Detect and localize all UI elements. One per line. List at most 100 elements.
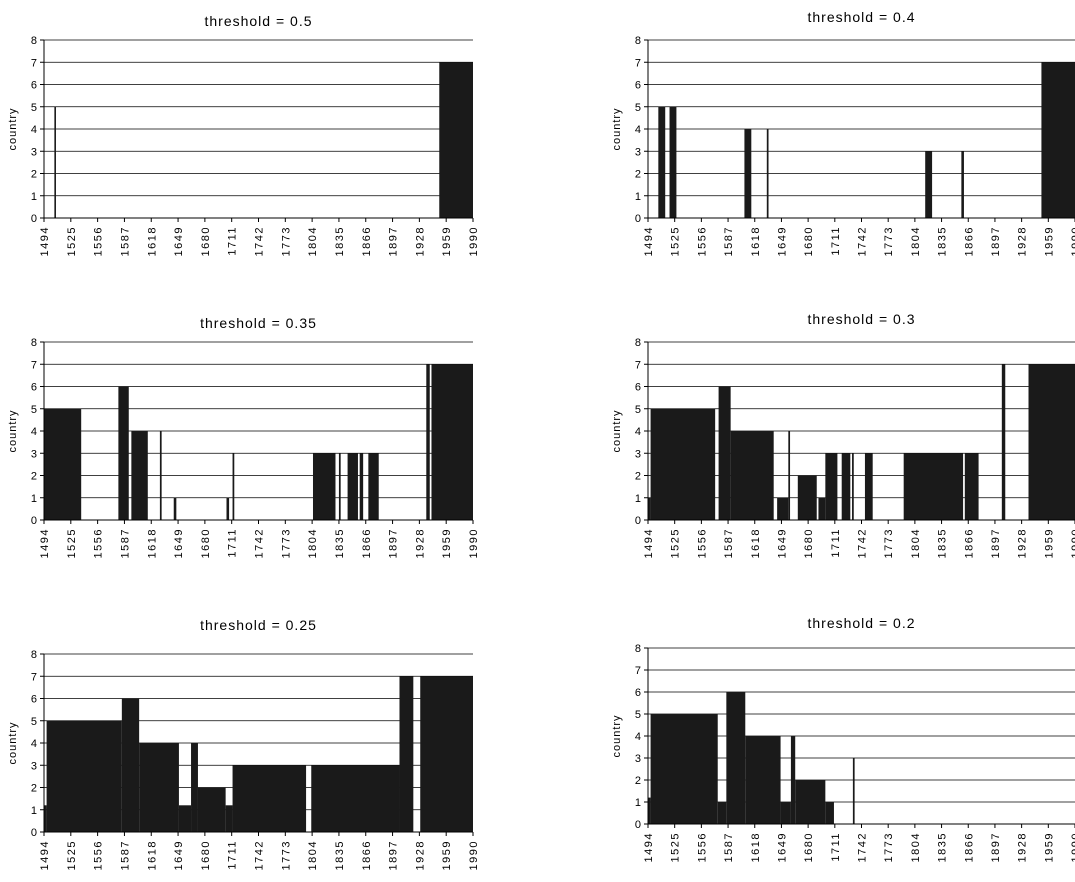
x-tick-label: 1990 (1070, 226, 1075, 256)
y-axis-label: country (7, 409, 19, 452)
x-tick-label: 1897 (388, 226, 400, 256)
y-axis-label: country (7, 107, 19, 150)
x-tick-label: 1897 (990, 528, 1002, 558)
x-tick-label: 1990 (1070, 832, 1075, 862)
x-tick-label: 1835 (334, 528, 346, 558)
x-tick-label: 1866 (361, 840, 373, 870)
bar (797, 475, 817, 520)
chart-panel-4: threshold = 0.3 0 1 2 3 4 5 6 7 8 country 1494 1525 1… (611, 311, 1075, 558)
bar (818, 497, 826, 520)
bar (903, 453, 964, 520)
x-tick-label: 1618 (750, 832, 762, 862)
x-tick-label: 1773 (883, 832, 895, 862)
y-tick-label: 7 (635, 57, 641, 69)
x-tick-label: 1866 (361, 528, 373, 558)
bar (312, 453, 336, 520)
bar (173, 497, 177, 520)
bar (648, 797, 651, 824)
bar (338, 453, 341, 520)
bar (1028, 364, 1075, 520)
x-tick-label: 1587 (723, 528, 735, 558)
y-tick-label: 0 (635, 515, 641, 527)
x-tick-label: 1835 (937, 226, 949, 256)
x-tick-label: 1742 (857, 832, 869, 862)
x-tick-label: 1649 (776, 226, 788, 256)
y-axis-label: country (611, 409, 623, 452)
bar (191, 743, 198, 832)
bar (650, 714, 718, 824)
x-tick-label: 1866 (963, 226, 975, 256)
x-tick-label: 1711 (227, 226, 239, 256)
bar (46, 720, 122, 832)
bar (777, 497, 789, 520)
y-axis-label: country (611, 714, 623, 757)
x-tick-label: 1959 (1043, 226, 1055, 256)
x-tick-label: 1587 (119, 528, 131, 558)
y-tick-label: 8 (635, 337, 641, 349)
y-tick-label: 1 (31, 191, 37, 203)
chart-panel-5: threshold = 0.25 0 1 2 3 4 5 6 7 8 country 1494 1525… (7, 617, 480, 870)
bar (118, 386, 129, 520)
x-tick-label: 1742 (857, 528, 869, 558)
x-tick-label: 1649 (776, 832, 788, 862)
x-tick-label: 1680 (200, 528, 212, 558)
bar (745, 736, 781, 824)
bar (347, 453, 358, 520)
y-tick-label: 2 (31, 783, 37, 795)
x-tick-label: 1525 (670, 528, 682, 558)
bar (368, 453, 379, 520)
panel-title: threshold = 0.2 (807, 615, 915, 631)
x-tick-label: 1742 (254, 840, 266, 870)
bar (795, 780, 826, 824)
y-tick-label: 4 (635, 731, 641, 743)
y-tick-label: 1 (635, 493, 641, 505)
x-tick-label: 1804 (910, 832, 922, 862)
panel-title: threshold = 0.4 (807, 9, 915, 25)
bar (717, 802, 727, 824)
x-tick-label: 1773 (280, 528, 292, 558)
y-tick-label: 5 (31, 102, 37, 114)
y-tick-label: 4 (635, 124, 641, 136)
x-tick-label: 1494 (39, 528, 51, 558)
y-tick-label: 3 (31, 448, 37, 460)
y-tick-label: 6 (635, 80, 641, 92)
x-tick-label: 1649 (173, 528, 185, 558)
y-tick-label: 7 (31, 359, 37, 371)
x-tick-label: 1711 (227, 528, 239, 558)
bar (718, 386, 731, 520)
x-tick-label: 1866 (963, 528, 975, 558)
y-axis-label: country (611, 107, 623, 150)
x-tick-label: 1649 (173, 226, 185, 256)
y-tick-label: 5 (31, 716, 37, 728)
bar (44, 805, 47, 832)
bar (232, 765, 307, 832)
x-tick-label: 1587 (119, 840, 131, 870)
x-tick-label: 1835 (334, 226, 346, 256)
y-tick-label: 8 (635, 643, 641, 655)
x-tick-label: 1711 (830, 226, 842, 256)
x-tick-label: 1897 (388, 528, 400, 558)
panel-title: threshold = 0.3 (807, 311, 915, 327)
x-tick-label: 1742 (254, 528, 266, 558)
bar (131, 431, 148, 520)
x-tick-label: 1866 (963, 832, 975, 862)
x-tick-label: 1556 (93, 840, 105, 870)
y-tick-label: 1 (635, 797, 641, 809)
x-tick-label: 1928 (1017, 528, 1029, 558)
bar (925, 151, 933, 218)
bar (648, 497, 651, 520)
x-tick-label: 1959 (1043, 528, 1055, 558)
x-tick-label: 1587 (119, 226, 131, 256)
y-tick-label: 3 (635, 753, 641, 765)
x-tick-label: 1835 (937, 528, 949, 558)
y-tick-label: 0 (31, 827, 37, 839)
x-tick-label: 1835 (334, 840, 346, 870)
x-tick-label: 1680 (803, 226, 815, 256)
x-tick-label: 1680 (200, 226, 212, 256)
y-axis-label: country (7, 721, 19, 764)
bar (439, 62, 473, 218)
y-tick-label: 2 (635, 775, 641, 787)
x-tick-label: 1587 (723, 226, 735, 256)
x-tick-label: 1742 (254, 226, 266, 256)
x-tick-label: 1897 (990, 226, 1002, 256)
